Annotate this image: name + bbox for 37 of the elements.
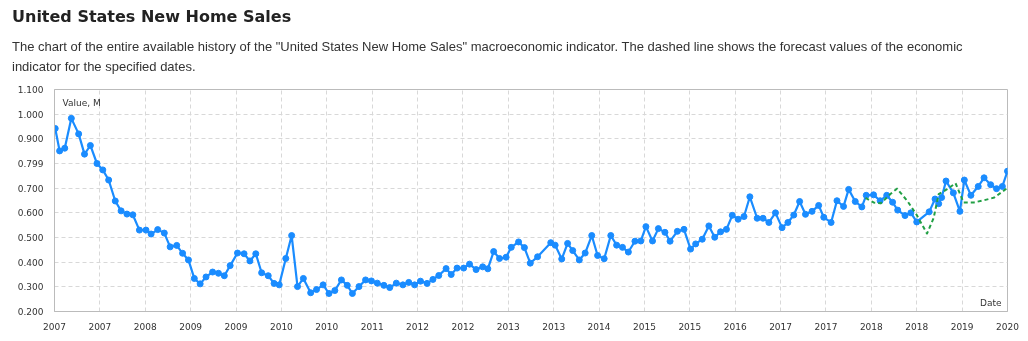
x-tick-label: 2008 [133, 321, 157, 332]
x-tick-label: 2018 [859, 321, 884, 332]
x-tick-label: 2015 [633, 321, 656, 332]
x-tick-label: 2016 [723, 321, 747, 332]
x-tick-label: 2007 [43, 321, 66, 332]
chart-subtitle: The chart of the entire available history of the "United States New Home Sales" macroeconomic indicator. The dashed line shows the forecast values of the economic indicator for the specified dates. [12, 37, 964, 76]
y-axis-title: Value, M [62, 97, 101, 108]
x-axis-title: Date [979, 297, 1002, 308]
x-tick-label: 2013 [496, 321, 520, 332]
x-tick-label: 2012 [451, 321, 475, 332]
chart-title: United States New Home Sales [12, 6, 292, 28]
x-tick-label: 2017 [814, 321, 838, 332]
x-tick-label: 2014 [587, 321, 611, 332]
y-tick-label: 0.600 [17, 208, 44, 219]
x-tick-label: 2007 [88, 321, 112, 332]
x-tick-label: 2017 [769, 321, 793, 332]
y-tick-label: 0.900 [17, 134, 44, 145]
x-tick-label: 2011 [360, 321, 384, 332]
line-series [864, 182, 1008, 235]
y-tick-label: 0.500 [17, 232, 44, 243]
x-tick-label: 2009 [179, 321, 203, 332]
x-tick-label: 2010 [315, 321, 339, 332]
y-tick-label: 0.200 [17, 306, 44, 317]
x-tick-label: 2010 [269, 321, 294, 332]
x-tick-label: 2020 [996, 321, 1020, 332]
y-tick-label: 0.700 [17, 183, 44, 194]
y-tick-label: 1.100 [17, 84, 44, 95]
x-tick-label: 2018 [905, 321, 929, 332]
x-tick-label: 2009 [224, 321, 248, 332]
y-tick-label: 0.799 [17, 159, 44, 170]
y-tick-label: 0.400 [17, 257, 44, 268]
x-tick-label: 2015 [678, 321, 702, 332]
y-tick-label: 0.300 [17, 282, 44, 293]
x-tick-label: 2019 [950, 321, 974, 332]
x-tick-label: 2013 [542, 321, 566, 332]
y-tick-label: 1.000 [17, 109, 44, 120]
x-tick-label: 2012 [406, 321, 429, 332]
